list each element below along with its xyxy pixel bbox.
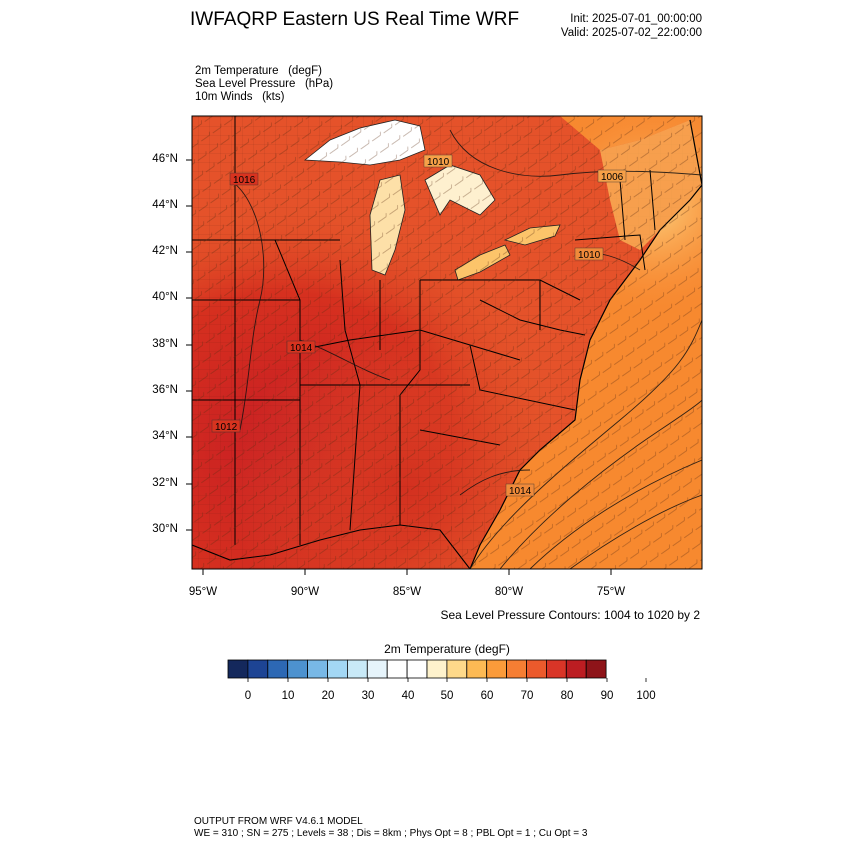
colorbar-label: 20: [321, 690, 335, 702]
colorbar-swatch: [466, 659, 488, 679]
contour-label: 1014: [509, 486, 532, 497]
init-time: Init: 2025-07-01_00:00:00: [570, 13, 702, 25]
colorbar-swatch: [565, 659, 587, 679]
longitude-label: 95°W: [188, 586, 218, 598]
colorbar-swatch: [386, 659, 408, 679]
latitude-label: 40°N: [152, 291, 178, 303]
colorbar-label: 0: [244, 690, 252, 702]
colorbar-swatch: [426, 659, 448, 679]
colorbar-label: 90: [600, 690, 614, 702]
contour-label: 1006: [601, 172, 624, 183]
field-label-temperature: 2m Temperature (degF): [195, 65, 322, 77]
valid-time: Valid: 2025-07-02_22:00:00: [560, 27, 702, 39]
latitude-label: 36°N: [152, 384, 178, 396]
colorbar-label: 10: [281, 690, 295, 702]
latitude-label: 32°N: [152, 477, 178, 489]
footer-model: OUTPUT FROM WRF V4.6.1 MODEL: [194, 816, 363, 827]
contour-label: 1010: [578, 250, 601, 261]
latitude-label: 30°N: [152, 523, 178, 535]
colorbar-swatch: [406, 659, 428, 679]
colorbar-swatch: [526, 659, 547, 679]
colorbar-swatch: [247, 659, 269, 679]
contour-label: 1012: [215, 422, 238, 433]
latitude-label: 34°N: [152, 430, 178, 442]
colorbar-ticks: [247, 678, 647, 682]
field-label-pressure: Sea Level Pressure (hPa): [195, 78, 334, 90]
contour-label: 1016: [233, 175, 256, 186]
contour-label: 1010: [427, 157, 450, 168]
colorbar-swatch: [346, 659, 368, 679]
longitude-label: 75°W: [596, 586, 626, 598]
latitude-label: 44°N: [152, 199, 178, 211]
map-frame: [191, 115, 703, 570]
colorbar-swatch: [327, 659, 348, 679]
colorbar-label: 50: [440, 690, 454, 702]
colorbar-swatch: [446, 659, 468, 679]
colorbar-swatch: [546, 659, 567, 679]
latitude-label: 46°N: [152, 153, 178, 165]
latitude-label: 42°N: [152, 245, 178, 257]
longitude-label: 80°W: [494, 586, 524, 598]
colorbar-swatch: [366, 659, 388, 679]
contour-labels: 1010 1006 1016 1010 1014 1012 1014: [211, 154, 627, 497]
colorbar: [227, 659, 607, 679]
axis-ticks: [186, 159, 612, 575]
colorbar-label: 80: [560, 690, 574, 702]
colorbar-title: 2m Temperature (degF): [384, 642, 510, 656]
colorbar-swatch: [287, 659, 309, 679]
wind-barbs: [192, 116, 702, 569]
map-plot-area: [192, 116, 702, 569]
colorbar-swatch: [486, 659, 508, 679]
colorbar-label: 100: [636, 690, 656, 702]
field-label-winds: 10m Winds (kts): [195, 91, 285, 103]
colorbar-swatch: [585, 659, 607, 679]
plot-title: IWFAQRP Eastern US Real Time WRF: [190, 9, 520, 30]
colorbar-label: 70: [520, 690, 534, 702]
longitude-label: 90°W: [290, 586, 320, 598]
colorbar-swatch: [227, 659, 249, 679]
longitude-label: 85°W: [392, 586, 422, 598]
colorbar-swatch: [267, 659, 289, 679]
colorbar-swatch: [307, 659, 328, 679]
contour-label: 1014: [290, 343, 313, 354]
colorbar-label: 60: [480, 690, 494, 702]
colorbar-label: 30: [361, 690, 375, 702]
footer-config: WE = 310 ; SN = 275 ; Levels = 38 ; Dis …: [194, 828, 588, 839]
latitude-label: 38°N: [152, 338, 178, 350]
colorbar-label: 40: [401, 690, 415, 702]
colorbar-swatch: [506, 659, 527, 679]
contour-note: Sea Level Pressure Contours: 1004 to 102…: [440, 608, 701, 622]
